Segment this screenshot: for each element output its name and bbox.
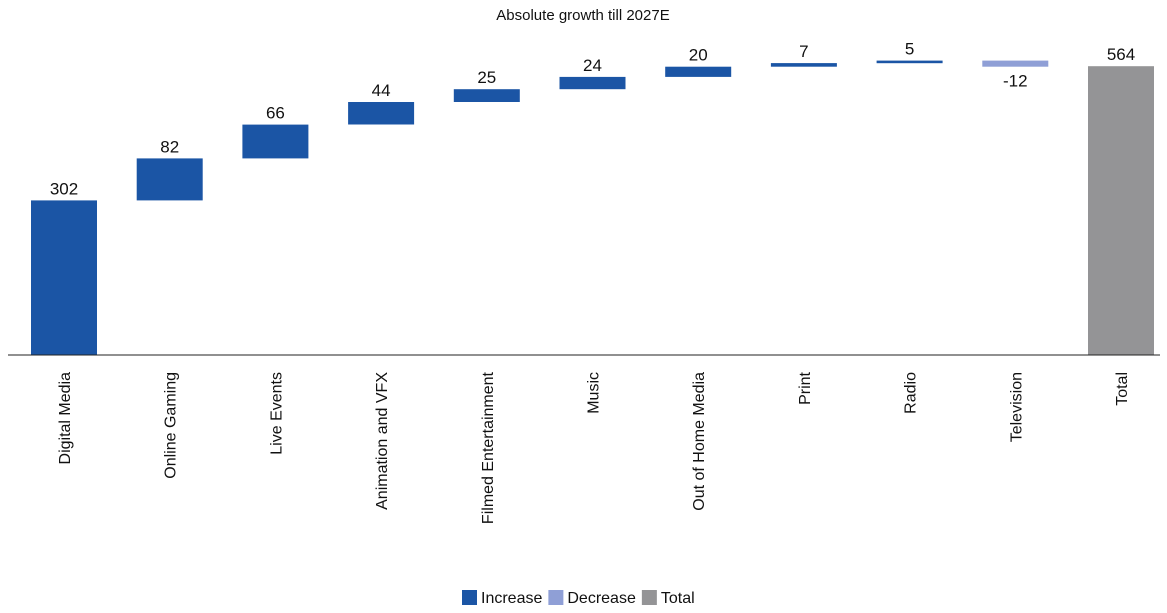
- legend-label-decrease: Decrease: [567, 590, 636, 607]
- value-label-music: 24: [583, 56, 602, 75]
- value-label-total: 564: [1107, 45, 1135, 64]
- value-label-out-of-home-media: 20: [689, 46, 708, 65]
- legend-swatch-decrease: [548, 590, 564, 605]
- x-tick-label-print: Print: [797, 371, 814, 404]
- bar-online-gaming: [136, 158, 203, 201]
- bar-total: [1088, 66, 1154, 355]
- legend: Increase Decrease Total: [462, 590, 695, 607]
- bar-out-of-home-media: [665, 66, 732, 77]
- x-tick-label-music: Music: [586, 372, 603, 414]
- x-tick-label-television: Television: [1008, 372, 1025, 442]
- legend-swatch-total: [641, 590, 657, 605]
- value-label-animation-and-vfx: 44: [372, 81, 391, 100]
- value-label-live-events: 66: [266, 104, 285, 123]
- x-tick-label-live-events: Live Events: [268, 372, 285, 455]
- x-tick-label-out-of-home-media: Out of Home Media: [691, 372, 708, 511]
- value-label-radio: 5: [905, 40, 914, 59]
- value-label-filmed-entertainment: 25: [477, 68, 496, 87]
- x-tick-label-total: Total: [1114, 372, 1131, 406]
- x-tick-label-radio: Radio: [903, 372, 920, 414]
- legend-swatch-increase: [462, 590, 477, 605]
- bar-print: [770, 63, 837, 67]
- value-label-online-gaming: 82: [160, 137, 179, 156]
- value-labels-layer: 302 82 66 44 25 24 20 7 5 -12 564: [50, 40, 1135, 199]
- bar-live-events: [242, 124, 309, 159]
- legend-label-increase: Increase: [481, 590, 542, 607]
- bar-filmed-entertainment: [453, 89, 520, 102]
- value-label-print: 7: [799, 42, 808, 61]
- bars-layer: [31, 60, 1154, 355]
- bar-digital-media: [31, 200, 97, 355]
- legend-label-total: Total: [661, 590, 695, 607]
- x-tick-label-digital-media: Digital Media: [57, 372, 74, 465]
- bar-animation-and-vfx: [348, 102, 415, 125]
- x-tick-label-filmed-entertainment: Filmed Entertainment: [480, 371, 497, 524]
- chart-title: Absolute growth till 2027E: [496, 7, 669, 24]
- bar-television: [982, 60, 1049, 67]
- x-tick-labels-layer: Digital Media Online Gaming Live Events Ani…: [57, 371, 1131, 524]
- x-tick-label-animation-and-vfx: Animation and VFX: [374, 372, 391, 510]
- value-label-digital-media: 302: [50, 179, 78, 198]
- value-label-television: -12: [1003, 72, 1028, 91]
- x-tick-label-online-gaming: Online Gaming: [163, 372, 180, 479]
- bar-music: [559, 76, 626, 90]
- bar-radio: [876, 60, 943, 64]
